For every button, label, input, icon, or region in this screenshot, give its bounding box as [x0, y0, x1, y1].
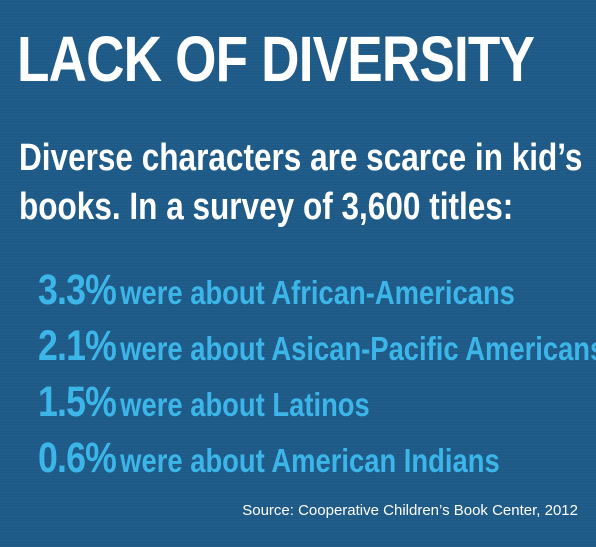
intro-line-2: books. In a survey of 3,600 titles:: [19, 186, 514, 228]
stat-percent: 3.3%: [38, 266, 117, 314]
stat-description: were about Asican-Pacific Americans: [120, 330, 596, 367]
statistics-list: 3.3% were about African-Americans 2.1% wer…: [38, 262, 596, 486]
stat-percent: 2.1%: [38, 322, 117, 370]
stat-american-indians: 0.6% were about American Indians: [38, 430, 596, 486]
stat-percent: 0.6%: [38, 434, 117, 482]
stat-african-americans: 3.3% were about African-Americans: [38, 262, 596, 318]
stat-percent: 1.5%: [38, 378, 117, 426]
stat-description: were about African-Americans: [120, 274, 515, 311]
infographic-title: LACK OF DIVERSITY: [17, 23, 535, 95]
stat-latinos: 1.5% were about Latinos: [38, 374, 596, 430]
stat-description: were about Latinos: [120, 386, 370, 423]
intro-text: Diverse characters are scarce in kid’s b…: [19, 134, 596, 232]
stat-asian-pacific-americans: 2.1% were about Asican-Pacific Americans: [38, 318, 596, 374]
intro-line-1: Diverse characters are scarce in kid’s: [19, 137, 583, 179]
source-citation: Source: Cooperative Children’s Book Cent…: [242, 502, 578, 519]
stat-description: were about American Indians: [120, 442, 500, 479]
